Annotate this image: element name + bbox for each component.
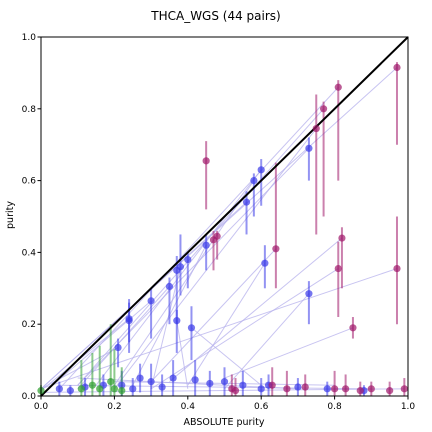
data-point — [206, 379, 214, 388]
data-point — [331, 385, 339, 393]
data-point — [294, 383, 302, 391]
y-tick-label: 0.0 — [22, 392, 37, 402]
data-point — [158, 383, 166, 391]
data-point — [305, 290, 313, 298]
data-point — [118, 381, 126, 389]
data-point — [220, 378, 229, 386]
data-point — [125, 317, 133, 325]
connector-line — [150, 266, 181, 389]
connector-line — [40, 268, 398, 390]
data-point — [334, 264, 342, 273]
data-point — [334, 83, 342, 91]
data-point — [202, 241, 210, 249]
x-tick-label: 0.2 — [107, 402, 121, 412]
data-point — [213, 232, 221, 240]
data-point — [77, 385, 85, 393]
identity-line — [40, 36, 409, 397]
data-point — [202, 157, 210, 165]
x-tick-label: 0.4 — [181, 402, 196, 412]
connector-line — [169, 237, 343, 383]
x-axis-label: ABSOLUTE purity — [184, 417, 265, 428]
data-point — [110, 385, 118, 393]
data-point — [165, 282, 174, 291]
data-point — [257, 385, 265, 393]
connector-line — [95, 169, 262, 386]
x-tick-label: 1.0 — [401, 402, 416, 412]
data-point — [367, 385, 375, 393]
y-tick-label: 0.6 — [22, 177, 37, 187]
data-point — [349, 324, 357, 332]
data-point — [301, 383, 309, 391]
data-point — [268, 381, 276, 389]
data-point — [187, 324, 196, 332]
data-point — [184, 255, 192, 264]
connector-lines — [40, 67, 405, 393]
data-point — [88, 381, 96, 389]
data-point — [272, 245, 280, 253]
data-point — [129, 385, 137, 393]
data-point — [107, 378, 115, 386]
data-point — [169, 374, 177, 382]
data-point — [96, 385, 104, 393]
data-point — [386, 387, 394, 395]
data-point — [305, 144, 313, 152]
data-points — [37, 63, 408, 395]
data-point — [173, 317, 181, 325]
y-tick-label: 1.0 — [22, 33, 37, 43]
data-point — [136, 374, 144, 382]
data-point — [191, 376, 199, 384]
data-point — [242, 198, 251, 206]
connector-line — [191, 327, 262, 386]
data-point — [338, 234, 346, 242]
data-point — [228, 385, 236, 393]
data-point — [114, 343, 122, 352]
y-tick-label: 0.8 — [22, 105, 37, 115]
data-point — [261, 259, 269, 267]
y-axis-label: purity — [5, 201, 16, 229]
connector-line — [150, 268, 339, 390]
y-axis-ticks: 0.0 0.2 0.4 0.6 0.8 1.0 — [22, 33, 41, 402]
data-point — [55, 385, 63, 393]
connector-line — [40, 388, 405, 393]
y-tick-label: 0.2 — [22, 320, 36, 330]
connector-line — [150, 248, 277, 382]
data-point — [118, 387, 126, 395]
x-tick-label: 0.0 — [34, 402, 49, 412]
connector-line — [58, 86, 339, 390]
data-point — [342, 385, 350, 393]
connector-line — [40, 318, 130, 392]
plot-frame — [40, 36, 409, 397]
y-tick-label: 0.4 — [22, 248, 37, 258]
connector-line — [40, 347, 119, 390]
data-point — [250, 177, 258, 185]
data-point — [239, 381, 247, 389]
data-point — [66, 387, 74, 395]
x-tick-label: 0.6 — [254, 402, 269, 412]
connector-line — [176, 320, 189, 389]
data-point — [400, 385, 408, 393]
data-point — [319, 105, 328, 113]
data-point — [257, 166, 265, 174]
data-point — [173, 266, 181, 274]
data-point — [147, 378, 155, 386]
x-tick-label: 0.8 — [327, 402, 342, 412]
data-point — [147, 297, 155, 305]
data-point — [312, 124, 320, 133]
x-axis-ticks: 0.0 0.2 0.4 0.6 0.8 1.0 — [34, 396, 416, 412]
connector-line — [48, 300, 152, 390]
connector-line — [224, 327, 354, 379]
chart-title: THCA_WGS (44 pairs) — [150, 9, 280, 23]
connector-line — [113, 180, 255, 386]
connector-line — [187, 262, 266, 386]
connector-line — [114, 128, 317, 390]
data-point — [283, 385, 291, 393]
connector-line — [77, 108, 324, 386]
data-point — [393, 264, 401, 273]
data-point — [356, 387, 364, 395]
data-point — [393, 63, 401, 72]
data-point — [323, 385, 331, 393]
